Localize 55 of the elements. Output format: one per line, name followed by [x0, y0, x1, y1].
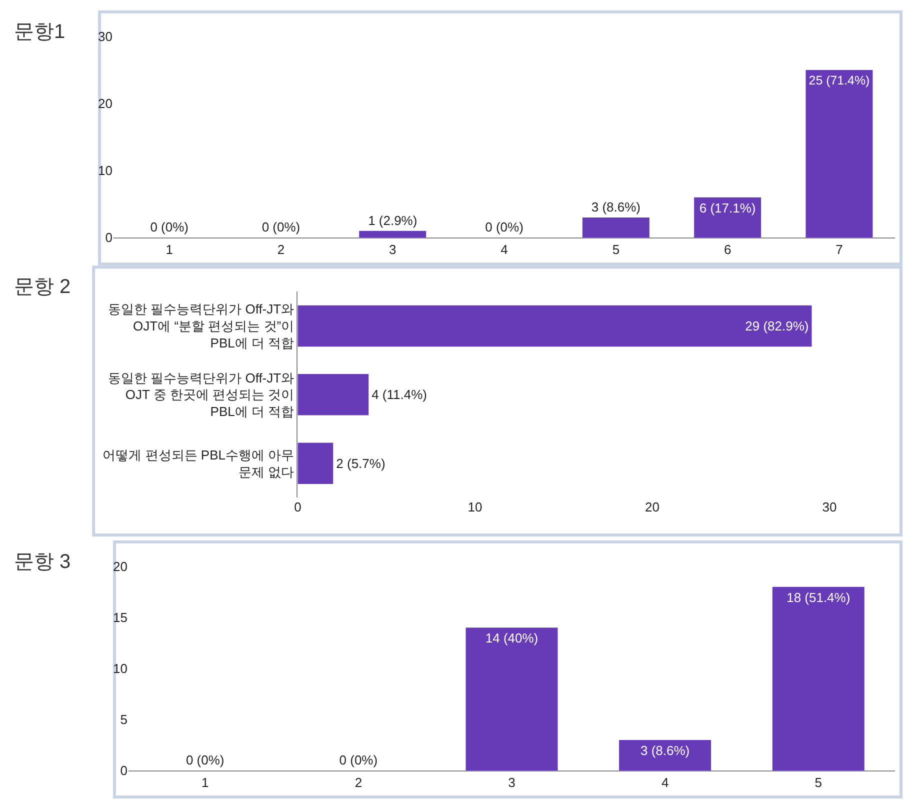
bar [298, 374, 369, 416]
data-label: 4 (11.4%) [372, 387, 427, 402]
y-tick-label: 5 [120, 712, 128, 728]
data-label: 6 (17.1%) [699, 200, 756, 216]
x-tick-label: 5 [612, 242, 620, 258]
data-label: 3 (8.6%) [591, 200, 640, 215]
bar [694, 197, 762, 238]
bar [298, 305, 812, 347]
x-tick-label: 4 [500, 242, 508, 258]
chart-title: 문항1 [14, 21, 66, 43]
y-tick-label: 동일한 필수능력단위가 Off-JT와 OJT 중 한곳에 편성되는 것이 PBL에 더 적합 [108, 370, 294, 420]
chart-title: 문항 3 [14, 551, 71, 573]
x-tick-label: 2 [354, 775, 362, 790]
bar [359, 230, 426, 238]
x-tick-label: 10 [468, 500, 482, 515]
y-tick-label: 20 [98, 96, 113, 112]
x-tick-label: 2 [277, 242, 285, 258]
y-tick-label: 30 [98, 28, 113, 44]
data-label: 0 (0%) [262, 220, 300, 235]
bar [298, 442, 334, 484]
text: 문항 2 [14, 276, 71, 298]
y-tick-label: 20 [112, 558, 128, 574]
y-tick-label: 어떻게 편성되든 PBL수행에 아무 문제 없다 [102, 447, 294, 480]
data-label: 1 (2.9%) [368, 212, 418, 228]
x-tick-label: 1 [166, 242, 173, 258]
bar [619, 740, 712, 771]
bar [466, 628, 558, 771]
data-label: 29 (82.9%) [745, 318, 809, 334]
data-label: 0 (0%) [339, 752, 378, 768]
data-label: 0 (0%) [186, 752, 224, 768]
x-tick-label: 5 [814, 775, 822, 790]
data-label: 0 (0%) [485, 220, 524, 235]
x-tick-label: 30 [822, 500, 837, 515]
x-tick-label: 3 [508, 775, 516, 790]
y-tick-label: 15 [112, 610, 128, 625]
data-label: 3 (8.6%) [640, 742, 690, 758]
x-tick-label: 3 [389, 242, 396, 258]
y-tick-label: 10 [98, 163, 113, 178]
x-tick-label: 20 [644, 500, 660, 515]
bar [806, 70, 873, 238]
x-tick-label: 6 [724, 242, 732, 258]
x-tick-label: 1 [201, 775, 209, 790]
bar [772, 586, 864, 771]
data-label: 18 (51.4%) [786, 590, 850, 605]
y-tick-label: 0 [105, 230, 113, 246]
y-tick-label: 0 [120, 763, 128, 778]
y-tick-label: 동일한 필수능력단위가 Off-JT와 OJT에 “분할 편성되는 것”이 PBL에 더 적합 [108, 302, 294, 350]
x-tick-label: 7 [836, 242, 843, 258]
data-label: 0 (0%) [150, 220, 188, 235]
data-label: 25 (71.4%) [808, 73, 870, 88]
data-label: 14 (40%) [485, 630, 538, 646]
bar [582, 218, 650, 238]
x-tick-label: 4 [661, 775, 669, 790]
data-label: 2 (5.7%) [336, 456, 386, 471]
y-tick-label: 10 [112, 661, 128, 676]
